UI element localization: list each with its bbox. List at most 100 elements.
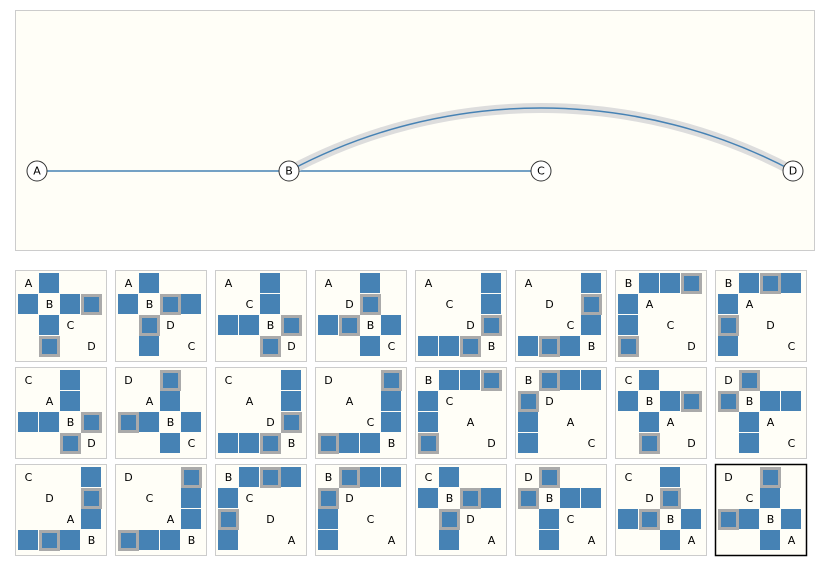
cell-highlighted	[718, 391, 739, 412]
order-label: A	[525, 277, 533, 290]
cell	[418, 488, 438, 508]
cell	[518, 433, 538, 453]
cell	[660, 391, 680, 411]
cell-highlighted	[118, 530, 139, 551]
cell	[60, 370, 80, 390]
cell	[160, 433, 180, 453]
matrix-card[interactable]: D ACB	[315, 367, 407, 459]
matrix-card[interactable]: AD BC	[315, 270, 407, 362]
cell	[181, 294, 201, 314]
cell	[481, 294, 501, 314]
cell	[181, 488, 201, 508]
cell	[639, 412, 659, 432]
matrix-frame	[715, 367, 807, 459]
cell-highlighted	[118, 412, 139, 433]
order-label: D	[287, 340, 295, 353]
order-label: A	[467, 416, 475, 429]
cell-highlighted	[218, 509, 239, 530]
node	[26, 160, 48, 182]
cell	[18, 294, 38, 314]
cell	[760, 530, 780, 550]
cell-highlighted	[260, 433, 281, 454]
matrix-card[interactable]: CD AB	[15, 464, 107, 556]
matrix-card[interactable]: CBD A	[415, 464, 507, 556]
cell-highlighted	[81, 488, 102, 509]
matrix-card[interactable]: BCD A	[215, 464, 307, 556]
cell-highlighted	[360, 294, 381, 315]
matrix-card[interactable]: D BAC	[715, 367, 807, 459]
cell-highlighted	[339, 315, 360, 336]
cell-highlighted	[460, 336, 481, 357]
cell	[339, 433, 359, 453]
cell-highlighted	[339, 467, 360, 488]
cell	[260, 294, 280, 314]
cell	[181, 412, 201, 432]
order-label: D	[766, 319, 774, 332]
matrix-card[interactable]: D CBA	[714, 463, 808, 557]
order-label: D	[687, 340, 695, 353]
cell	[18, 530, 38, 550]
matrix-card[interactable]: D CAB	[115, 464, 207, 556]
matrix-card[interactable]: BAD C	[715, 270, 807, 362]
matrix-card[interactable]: CD BA	[615, 464, 707, 556]
matrix-frame	[615, 367, 707, 459]
matrix-card[interactable]: D ABC	[115, 367, 207, 459]
cell-highlighted	[260, 336, 281, 357]
matrix-card[interactable]: ACD B	[415, 270, 507, 362]
cell-highlighted	[518, 488, 539, 509]
order-label: C	[367, 513, 375, 526]
order-label: D	[87, 437, 95, 450]
cell	[39, 273, 59, 293]
cell	[360, 336, 380, 356]
matrix-card[interactable]: ABD C	[115, 270, 207, 362]
cell	[60, 530, 80, 550]
matrix-frame	[15, 270, 107, 362]
cell-highlighted	[418, 433, 439, 454]
cell	[139, 273, 159, 293]
order-label: B	[267, 319, 275, 332]
order-label: A	[688, 534, 696, 547]
cell	[18, 412, 38, 432]
matrix-card[interactable]: BD CA	[315, 464, 407, 556]
cell-highlighted	[618, 336, 639, 357]
matrix-card[interactable]: CAD B	[215, 367, 307, 459]
cell	[581, 370, 601, 390]
cell	[618, 294, 638, 314]
order-label: B	[488, 340, 496, 353]
cell	[218, 488, 238, 508]
cell-highlighted	[681, 391, 702, 412]
cell	[39, 315, 59, 335]
matrix-frame	[415, 464, 507, 556]
node-label: D	[789, 165, 797, 178]
order-label: D	[345, 492, 353, 505]
cell-highlighted	[160, 370, 181, 391]
order-label: B	[325, 471, 333, 484]
cell-highlighted	[260, 467, 281, 488]
order-label: B	[725, 277, 733, 290]
order-label: B	[146, 298, 154, 311]
order-label: D	[87, 340, 95, 353]
order-label: B	[367, 319, 375, 332]
cell	[560, 488, 580, 508]
matrix-card[interactable]: BD AC	[515, 367, 607, 459]
order-label: C	[25, 471, 33, 484]
matrix-card[interactable]: D BCA	[515, 464, 607, 556]
order-label: D	[124, 471, 132, 484]
node-label: C	[537, 165, 545, 178]
cell	[381, 315, 401, 335]
order-label: C	[788, 437, 796, 450]
order-label: D	[324, 374, 332, 387]
cell-highlighted	[739, 370, 760, 391]
order-label: A	[388, 534, 396, 547]
cell	[539, 530, 559, 550]
cell	[39, 412, 59, 432]
order-label: A	[125, 277, 133, 290]
matrix-card[interactable]: AD CB	[515, 270, 607, 362]
